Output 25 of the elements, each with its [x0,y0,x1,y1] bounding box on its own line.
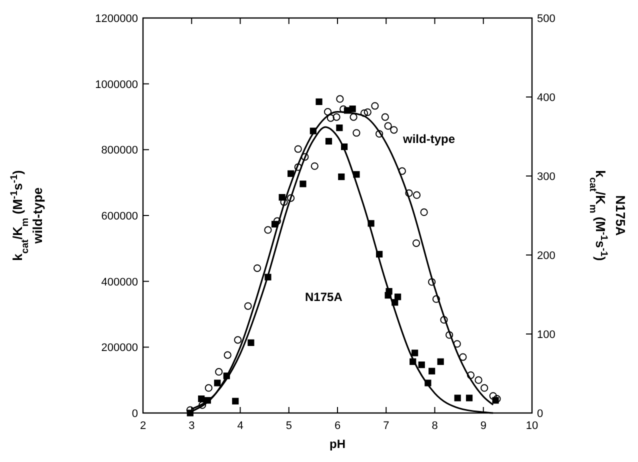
x-tick-label: 8 [432,420,438,432]
x-tick-label: 5 [286,420,292,432]
y-tick-label: 200000 [101,342,138,354]
y2-tick-label: 100 [537,329,556,341]
x-axis-title: pH [330,437,346,451]
x-tick-label: 2 [140,420,146,432]
y-tick-label: 1000000 [95,78,138,91]
x-tick-label: 10 [526,420,538,432]
y2-tick-label: 300 [537,171,556,183]
x-tick-label: 9 [480,420,486,432]
y-tick-label: 1200000 [95,13,138,25]
x-tick-label: 3 [188,420,195,432]
annotation: wild-type [402,132,456,146]
x-tick-label: 7 [383,420,390,432]
y2-tick-label: 200 [537,250,556,262]
y2-tick-label: 0 [537,408,544,420]
x-tick-label: 4 [237,420,244,432]
x-tick-label: 6 [334,420,341,432]
y2-tick-label: 500 [537,13,556,25]
y-tick-label: 0 [132,408,138,420]
annotation: N175A [305,290,343,304]
y-tick-label: 800000 [101,144,138,157]
y-tick-label: 600000 [101,210,138,222]
y2-tick-label: 400 [537,92,556,104]
y-tick-label: 400000 [101,276,138,288]
